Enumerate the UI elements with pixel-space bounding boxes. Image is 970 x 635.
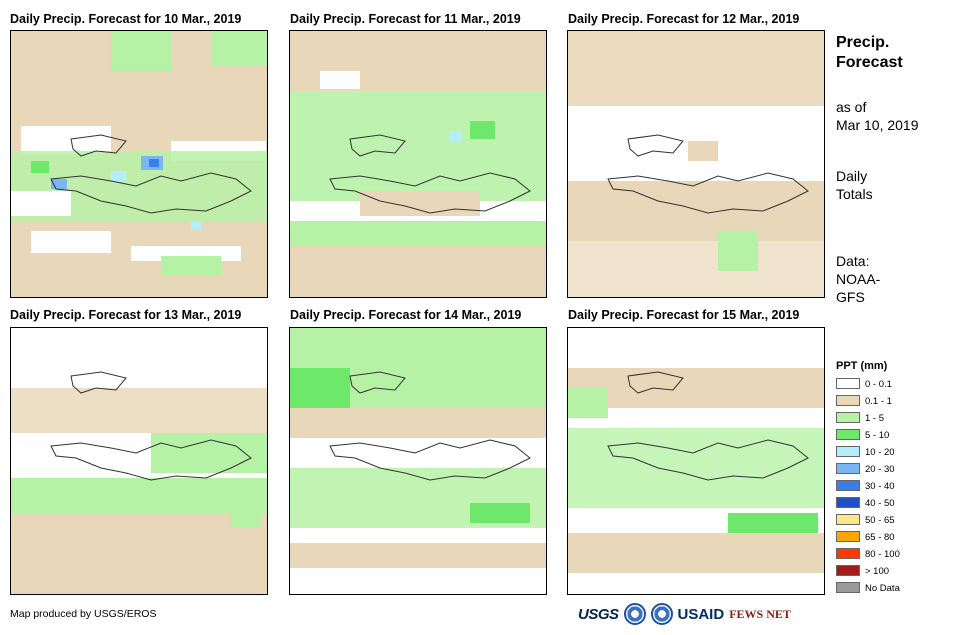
- as-of-text: as of Mar 10, 2019: [836, 98, 919, 134]
- data-source-text: Data: NOAA- GFS: [836, 252, 880, 306]
- legend-label: 40 - 50: [865, 498, 895, 509]
- legend-label: 30 - 40: [865, 481, 895, 492]
- legend-label: No Data: [865, 583, 900, 594]
- side-title-line1: Precip.: [836, 34, 890, 51]
- as-of-line1: as of: [836, 99, 867, 115]
- legend-swatch: [836, 463, 860, 474]
- coastline-outline: [607, 172, 809, 214]
- coastline-outline: [50, 172, 252, 214]
- map-panel-3: [567, 30, 825, 298]
- legend-title: PPT (mm): [836, 360, 888, 372]
- as-of-line2: Mar 10, 2019: [836, 117, 919, 133]
- partner-logos: USGS USAID FEWS NET: [578, 601, 791, 627]
- legend-label: 0.1 - 1: [865, 396, 892, 407]
- map-panel-2: [289, 30, 547, 298]
- usgs-logo: USGS: [578, 605, 619, 623]
- coastline-outline-2: [70, 371, 127, 394]
- precip-map-4: [11, 328, 267, 594]
- legend-swatch: [836, 548, 860, 559]
- side-title-line2: Forecast: [836, 54, 903, 71]
- coastline-outline-2: [349, 134, 406, 157]
- fews-net-logo: FEWS NET: [729, 606, 791, 621]
- map-panel-6: [567, 327, 825, 595]
- panel-title-4: Daily Precip. Forecast for 13 Mar., 2019: [10, 308, 242, 322]
- legend-label: 10 - 20: [865, 447, 895, 458]
- legend-swatch: [836, 395, 860, 406]
- coastline-outline: [329, 439, 531, 481]
- coastline-outline-2: [70, 134, 127, 157]
- noaa-logo: [623, 603, 646, 625]
- legend-swatch: [836, 429, 860, 440]
- precip-map-3: [568, 31, 824, 297]
- legend-label: 65 - 80: [865, 532, 895, 543]
- precip-grid: [568, 328, 824, 594]
- precip-map-1: [11, 31, 267, 297]
- coastline-outline-2: [627, 371, 684, 394]
- data-line2: NOAA-: [836, 271, 881, 287]
- legend-swatch: [836, 378, 860, 389]
- legend-label: 5 - 10: [865, 430, 890, 441]
- coastline-outline: [329, 172, 531, 214]
- usaid-seal: [650, 603, 673, 625]
- legend-swatch: [836, 497, 860, 508]
- precip-grid: [11, 328, 267, 594]
- legend-swatch: [836, 412, 860, 423]
- panel-title-3: Daily Precip. Forecast for 12 Mar., 2019: [568, 12, 800, 26]
- coastline-outline: [607, 439, 809, 481]
- precip-map-2: [290, 31, 546, 297]
- map-panel-4: [10, 327, 268, 595]
- legend-label: 0 - 0.1: [865, 379, 892, 390]
- panel-title-6: Daily Precip. Forecast for 15 Mar., 2019: [568, 308, 800, 322]
- legend-swatch: [836, 582, 860, 593]
- legend-swatch: [836, 565, 860, 576]
- legend-label: 50 - 65: [865, 515, 895, 526]
- totals-text: Daily Totals: [836, 167, 873, 203]
- data-line1: Data:: [836, 253, 870, 269]
- totals-line2: Totals: [836, 186, 873, 202]
- legend-swatch: [836, 531, 860, 542]
- panel-title-1: Daily Precip. Forecast for 10 Mar., 2019: [10, 12, 242, 26]
- precip-grid: [11, 31, 267, 297]
- legend-swatch: [836, 514, 860, 525]
- map-panel-1: [10, 30, 268, 298]
- map-credit: Map produced by USGS/EROS: [10, 608, 157, 620]
- precip-map-5: [290, 328, 546, 594]
- precip-grid: [290, 328, 546, 594]
- coastline-outline: [50, 439, 252, 481]
- side-title: Precip. Forecast: [836, 33, 903, 73]
- legend-swatch: [836, 446, 860, 457]
- coastline-outline-2: [349, 371, 406, 394]
- legend-label: > 100: [865, 566, 890, 577]
- coastline-outline-2: [627, 134, 684, 157]
- precip-grid: [568, 31, 824, 297]
- panel-title-5: Daily Precip. Forecast for 14 Mar., 2019: [290, 308, 522, 322]
- totals-line1: Daily: [836, 168, 868, 184]
- legend-label: 80 - 100: [865, 549, 900, 560]
- data-line3: GFS: [836, 289, 865, 305]
- legend-swatch: [836, 480, 860, 491]
- precip-grid: [290, 31, 546, 297]
- legend-label: 1 - 5: [865, 413, 885, 424]
- usaid-logo: USAID: [677, 605, 725, 623]
- panel-title-2: Daily Precip. Forecast for 11 Mar., 2019: [290, 12, 521, 26]
- map-panel-5: [289, 327, 547, 595]
- precip-map-6: [568, 328, 824, 594]
- legend-label: 20 - 30: [865, 464, 895, 475]
